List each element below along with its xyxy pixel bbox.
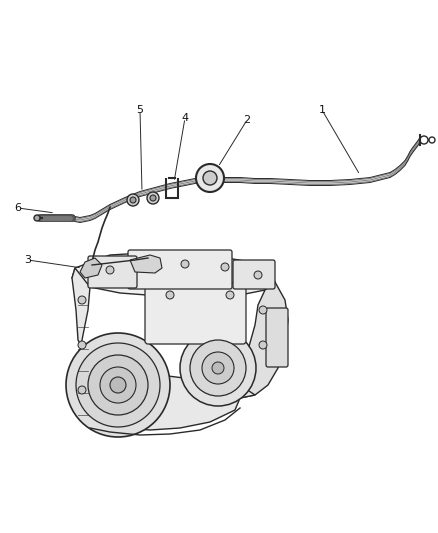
Circle shape	[130, 197, 136, 203]
Circle shape	[76, 343, 160, 427]
Polygon shape	[72, 268, 255, 430]
Circle shape	[100, 367, 136, 403]
Circle shape	[88, 355, 148, 415]
Circle shape	[166, 291, 174, 299]
Circle shape	[78, 341, 86, 349]
Polygon shape	[72, 252, 275, 297]
Circle shape	[78, 296, 86, 304]
Circle shape	[106, 266, 114, 274]
Text: 2: 2	[244, 115, 251, 125]
Circle shape	[259, 306, 267, 314]
Polygon shape	[80, 258, 102, 278]
Circle shape	[226, 291, 234, 299]
Circle shape	[150, 195, 156, 201]
Circle shape	[190, 340, 246, 396]
Circle shape	[221, 263, 229, 271]
FancyBboxPatch shape	[266, 308, 288, 367]
Text: 4: 4	[181, 113, 189, 123]
Circle shape	[66, 333, 170, 437]
Text: 1: 1	[318, 105, 325, 115]
Polygon shape	[235, 282, 288, 398]
Circle shape	[34, 215, 40, 221]
Circle shape	[127, 194, 139, 206]
Circle shape	[147, 192, 159, 204]
Text: 6: 6	[14, 203, 21, 213]
Circle shape	[110, 377, 126, 393]
Polygon shape	[130, 255, 162, 273]
Circle shape	[181, 260, 189, 268]
FancyBboxPatch shape	[128, 250, 232, 289]
Circle shape	[254, 271, 262, 279]
FancyBboxPatch shape	[233, 260, 275, 289]
Circle shape	[202, 352, 234, 384]
FancyBboxPatch shape	[88, 256, 137, 288]
Circle shape	[141, 262, 149, 270]
Circle shape	[212, 362, 224, 374]
Circle shape	[180, 330, 256, 406]
Circle shape	[78, 386, 86, 394]
Circle shape	[196, 164, 224, 192]
Circle shape	[203, 171, 217, 185]
Circle shape	[259, 341, 267, 349]
Circle shape	[420, 136, 428, 144]
Text: 3: 3	[25, 255, 32, 265]
FancyBboxPatch shape	[145, 283, 246, 344]
Circle shape	[429, 137, 435, 143]
Text: 5: 5	[137, 105, 144, 115]
